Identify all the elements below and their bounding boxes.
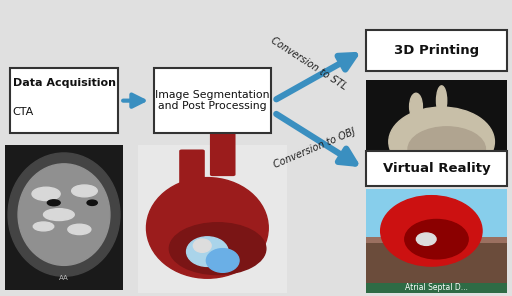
Ellipse shape [68, 224, 91, 234]
Ellipse shape [410, 93, 422, 120]
Ellipse shape [87, 200, 97, 205]
FancyBboxPatch shape [366, 283, 507, 293]
FancyBboxPatch shape [366, 237, 507, 243]
Text: 3D Printing: 3D Printing [394, 44, 479, 57]
FancyBboxPatch shape [154, 68, 271, 133]
Ellipse shape [405, 220, 468, 259]
Ellipse shape [416, 233, 436, 245]
Ellipse shape [33, 222, 54, 231]
Ellipse shape [408, 127, 485, 172]
Text: AA: AA [59, 275, 69, 281]
FancyBboxPatch shape [5, 145, 123, 290]
FancyBboxPatch shape [138, 145, 287, 293]
Ellipse shape [47, 200, 60, 206]
Text: Conversion to OBJ: Conversion to OBJ [272, 126, 357, 170]
FancyBboxPatch shape [366, 151, 507, 186]
FancyBboxPatch shape [366, 80, 507, 186]
Ellipse shape [169, 223, 266, 275]
FancyBboxPatch shape [210, 132, 236, 176]
FancyBboxPatch shape [10, 68, 118, 133]
Ellipse shape [206, 249, 239, 272]
Text: Image Segmentation
and Post Processing: Image Segmentation and Post Processing [155, 90, 270, 111]
FancyBboxPatch shape [366, 189, 507, 293]
Ellipse shape [426, 198, 447, 218]
Ellipse shape [186, 237, 228, 266]
Text: Conversion to STL: Conversion to STL [268, 36, 348, 92]
Ellipse shape [194, 239, 211, 252]
FancyBboxPatch shape [366, 189, 507, 239]
Ellipse shape [44, 209, 74, 221]
Ellipse shape [32, 187, 60, 201]
Ellipse shape [389, 107, 495, 176]
Ellipse shape [381, 196, 482, 266]
FancyBboxPatch shape [366, 30, 507, 71]
Ellipse shape [72, 185, 97, 197]
Text: CTA: CTA [13, 107, 34, 118]
Text: Data Acquisition: Data Acquisition [13, 78, 116, 88]
Ellipse shape [436, 86, 446, 115]
Ellipse shape [146, 178, 268, 278]
FancyBboxPatch shape [179, 149, 205, 188]
Text: Atrial Septal D...: Atrial Septal D... [405, 283, 468, 292]
Text: Virtual Reality: Virtual Reality [382, 162, 490, 175]
Ellipse shape [18, 164, 110, 265]
Ellipse shape [8, 153, 120, 276]
